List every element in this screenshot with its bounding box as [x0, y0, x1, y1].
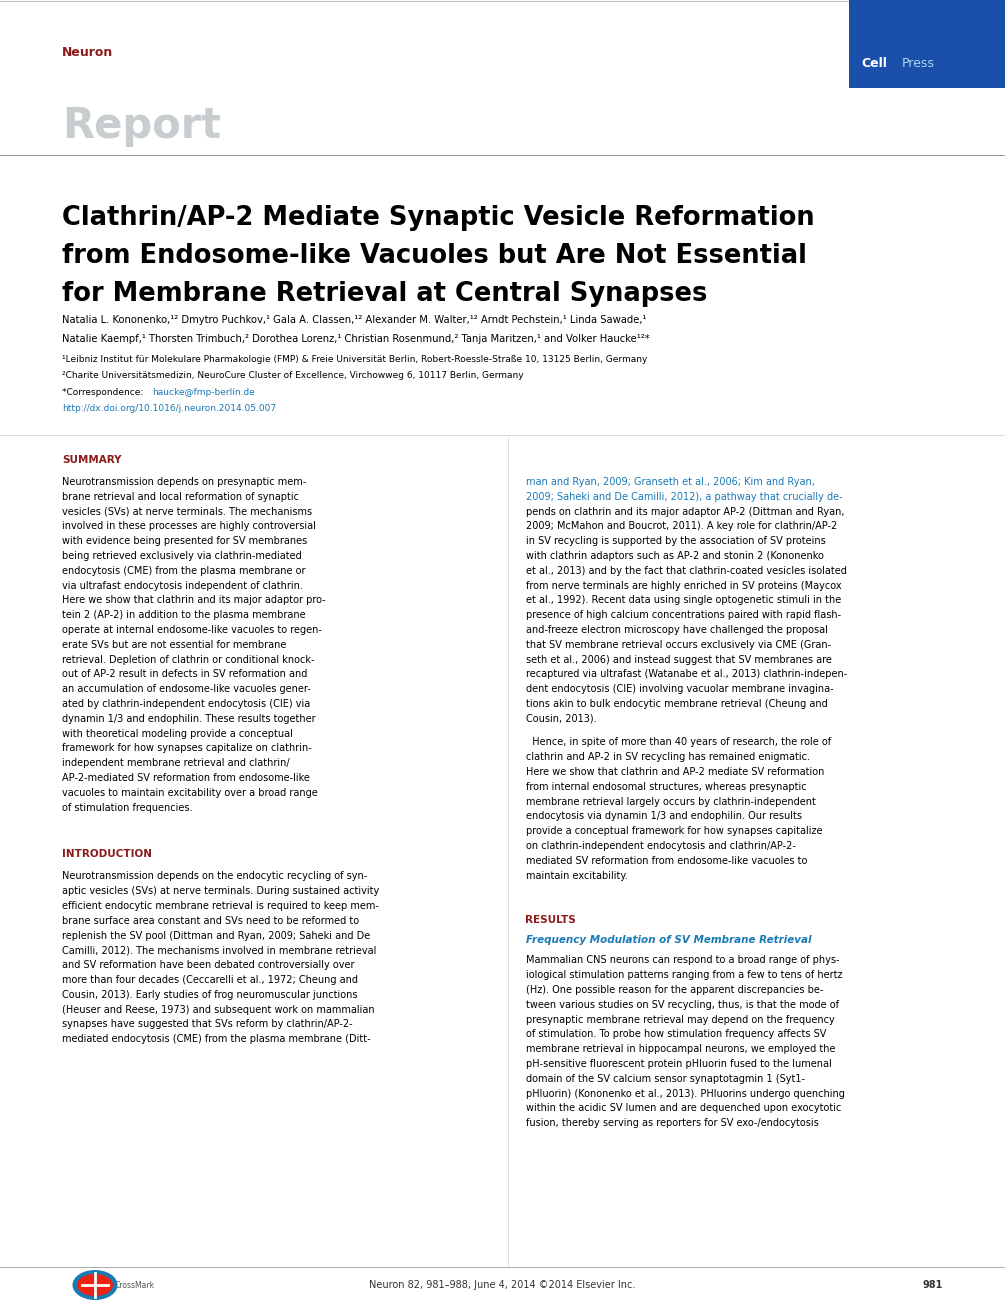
Text: via ultrafast endocytosis independent of clathrin.: via ultrafast endocytosis independent of… [62, 581, 303, 591]
Text: Cousin, 2013). Early studies of frog neuromuscular junctions: Cousin, 2013). Early studies of frog neu… [62, 989, 358, 1000]
Text: aptic vesicles (SVs) at nerve terminals. During sustained activity: aptic vesicles (SVs) at nerve terminals.… [62, 886, 379, 897]
Text: mediated endocytosis (CME) from the plasma membrane (Ditt-: mediated endocytosis (CME) from the plas… [62, 1034, 371, 1044]
Text: endocytosis via dynamin 1/3 and endophilin. Our results: endocytosis via dynamin 1/3 and endophil… [526, 812, 802, 821]
Text: and SV reformation have been debated controversially over: and SV reformation have been debated con… [62, 960, 355, 970]
Text: Neuron 82, 981–988, June 4, 2014 ©2014 Elsevier Inc.: Neuron 82, 981–988, June 4, 2014 ©2014 E… [369, 1280, 636, 1291]
Text: an accumulation of endosome-like vacuoles gener-: an accumulation of endosome-like vacuole… [62, 684, 311, 694]
Text: ²Charite Universitätsmedizin, NeuroCure Cluster of Excellence, Virchowweg 6, 101: ²Charite Universitätsmedizin, NeuroCure … [62, 371, 524, 380]
Text: Cell: Cell [861, 57, 886, 70]
Text: on clathrin-independent endocytosis and clathrin/AP-2-: on clathrin-independent endocytosis and … [526, 842, 795, 851]
Text: of stimulation frequencies.: of stimulation frequencies. [62, 803, 193, 813]
Text: vacuoles to maintain excitability over a broad range: vacuoles to maintain excitability over a… [62, 788, 318, 797]
Text: seth et al., 2006) and instead suggest that SV membranes are: seth et al., 2006) and instead suggest t… [526, 655, 831, 664]
Text: presence of high calcium concentrations paired with rapid flash-: presence of high calcium concentrations … [526, 611, 840, 620]
Text: Frequency Modulation of SV Membrane Retrieval: Frequency Modulation of SV Membrane Retr… [526, 936, 811, 946]
Ellipse shape [72, 1270, 118, 1300]
Text: pHluorin) (Kononenko et al., 2013). PHluorins undergo quenching: pHluorin) (Kononenko et al., 2013). PHlu… [526, 1088, 844, 1099]
Text: iological stimulation patterns ranging from a few to tens of hertz: iological stimulation patterns ranging f… [526, 971, 842, 980]
Text: with evidence being presented for SV membranes: with evidence being presented for SV mem… [62, 536, 308, 547]
Text: Hence, in spite of more than 40 years of research, the role of: Hence, in spite of more than 40 years of… [526, 737, 830, 748]
Text: vesicles (SVs) at nerve terminals. The mechanisms: vesicles (SVs) at nerve terminals. The m… [62, 506, 313, 517]
Text: presynaptic membrane retrieval may depend on the frequency: presynaptic membrane retrieval may depen… [526, 1015, 834, 1024]
Text: ated by clathrin-independent endocytosis (CIE) via: ated by clathrin-independent endocytosis… [62, 699, 311, 709]
Text: from internal endosomal structures, whereas presynaptic: from internal endosomal structures, wher… [526, 782, 806, 792]
Text: 981: 981 [923, 1280, 943, 1291]
Text: endocytosis (CME) from the plasma membrane or: endocytosis (CME) from the plasma membra… [62, 566, 306, 576]
Text: brane retrieval and local reformation of synaptic: brane retrieval and local reformation of… [62, 492, 299, 502]
Text: independent membrane retrieval and clathrin/: independent membrane retrieval and clath… [62, 758, 289, 769]
Text: brane surface area constant and SVs need to be reformed to: brane surface area constant and SVs need… [62, 916, 359, 925]
Text: domain of the SV calcium sensor synaptotagmin 1 (Syt1-: domain of the SV calcium sensor synaptot… [526, 1074, 804, 1084]
Ellipse shape [77, 1274, 113, 1296]
Text: involved in these processes are highly controversial: involved in these processes are highly c… [62, 522, 316, 531]
Bar [849, 0, 1005, 87]
Text: tions akin to bulk endocytic membrane retrieval (Cheung and: tions akin to bulk endocytic membrane re… [526, 699, 827, 709]
Text: that SV membrane retrieval occurs exclusively via CME (Gran-: that SV membrane retrieval occurs exclus… [526, 639, 830, 650]
Text: with theoretical modeling provide a conceptual: with theoretical modeling provide a conc… [62, 728, 292, 739]
Text: 2009; McMahon and Boucrot, 2011). A key role for clathrin/AP-2: 2009; McMahon and Boucrot, 2011). A key … [526, 522, 837, 531]
Text: out of AP-2 result in defects in SV reformation and: out of AP-2 result in defects in SV refo… [62, 669, 308, 680]
Text: Neuron: Neuron [62, 46, 114, 59]
Text: with clathrin adaptors such as AP-2 and stonin 2 (Kononenko: with clathrin adaptors such as AP-2 and … [526, 551, 823, 561]
Text: membrane retrieval in hippocampal neurons, we employed the: membrane retrieval in hippocampal neuron… [526, 1044, 835, 1054]
Text: (Heuser and Reese, 1973) and subsequent work on mammalian: (Heuser and Reese, 1973) and subsequent … [62, 1005, 375, 1014]
Text: haucke@fmp-berlin.de: haucke@fmp-berlin.de [152, 388, 255, 397]
Text: within the acidic SV lumen and are dequenched upon exocytotic: within the acidic SV lumen and are deque… [526, 1104, 841, 1113]
Text: from nerve terminals are highly enriched in SV proteins (Maycox: from nerve terminals are highly enriched… [526, 581, 841, 591]
Text: synapses have suggested that SVs reform by clathrin/AP-2-: synapses have suggested that SVs reform … [62, 1019, 353, 1030]
Text: Here we show that clathrin and its major adaptor pro-: Here we show that clathrin and its major… [62, 595, 326, 606]
Text: tein 2 (AP-2) in addition to the plasma membrane: tein 2 (AP-2) in addition to the plasma … [62, 611, 306, 620]
Text: maintain excitability.: maintain excitability. [526, 870, 627, 881]
Text: CrossMark: CrossMark [115, 1280, 155, 1289]
Text: http://dx.doi.org/10.1016/j.neuron.2014.05.007: http://dx.doi.org/10.1016/j.neuron.2014.… [62, 405, 276, 412]
Text: Neurotransmission depends on the endocytic recycling of syn-: Neurotransmission depends on the endocyt… [62, 872, 367, 881]
Text: mediated SV reformation from endosome-like vacuoles to: mediated SV reformation from endosome-li… [526, 856, 807, 867]
Text: INTRODUCTION: INTRODUCTION [62, 850, 152, 860]
Text: provide a conceptual framework for how synapses capitalize: provide a conceptual framework for how s… [526, 826, 822, 837]
Text: pends on clathrin and its major adaptor AP-2 (Dittman and Ryan,: pends on clathrin and its major adaptor … [526, 506, 844, 517]
Text: Camilli, 2012). The mechanisms involved in membrane retrieval: Camilli, 2012). The mechanisms involved … [62, 945, 377, 955]
Text: operate at internal endosome-like vacuoles to regen-: operate at internal endosome-like vacuol… [62, 625, 322, 636]
Text: (Hz). One possible reason for the apparent discrepancies be-: (Hz). One possible reason for the appare… [526, 985, 823, 996]
Text: membrane retrieval largely occurs by clathrin-independent: membrane retrieval largely occurs by cla… [526, 796, 815, 806]
Text: ¹Leibniz Institut für Molekulare Pharmakologie (FMP) & Freie Universität Berlin,: ¹Leibniz Institut für Molekulare Pharmak… [62, 355, 647, 364]
Text: Mammalian CNS neurons can respond to a broad range of phys-: Mammalian CNS neurons can respond to a b… [526, 955, 839, 966]
Text: AP-2-mediated SV reformation from endosome-like: AP-2-mediated SV reformation from endoso… [62, 773, 310, 783]
Text: retrieval. Depletion of clathrin or conditional knock-: retrieval. Depletion of clathrin or cond… [62, 655, 315, 664]
Text: Neurotransmission depends on presynaptic mem-: Neurotransmission depends on presynaptic… [62, 478, 307, 487]
Text: man and Ryan, 2009; Granseth et al., 2006; Kim and Ryan,: man and Ryan, 2009; Granseth et al., 200… [526, 478, 814, 487]
Text: Cousin, 2013).: Cousin, 2013). [526, 714, 596, 724]
Text: from Endosome-like Vacuoles but Are Not Essential: from Endosome-like Vacuoles but Are Not … [62, 243, 807, 269]
Text: Report: Report [62, 104, 221, 147]
Text: efficient endocytic membrane retrieval is required to keep mem-: efficient endocytic membrane retrieval i… [62, 900, 379, 911]
Text: Natalia L. Kononenko,¹² Dmytro Puchkov,¹ Gala A. Classen,¹² Alexander M. Walter,: Natalia L. Kononenko,¹² Dmytro Puchkov,¹… [62, 315, 646, 325]
Text: replenish the SV pool (Dittman and Ryan, 2009; Saheki and De: replenish the SV pool (Dittman and Ryan,… [62, 930, 370, 941]
Text: more than four decades (Ceccarelli et al., 1972; Cheung and: more than four decades (Ceccarelli et al… [62, 975, 358, 985]
Text: clathrin and AP-2 in SV recycling has remained enigmatic.: clathrin and AP-2 in SV recycling has re… [526, 752, 809, 762]
Text: being retrieved exclusively via clathrin-mediated: being retrieved exclusively via clathrin… [62, 551, 302, 561]
Text: *Correspondence:: *Correspondence: [62, 388, 146, 397]
Text: framework for how synapses capitalize on clathrin-: framework for how synapses capitalize on… [62, 744, 312, 753]
Text: Press: Press [902, 57, 935, 70]
Text: pH-sensitive fluorescent protein pHluorin fused to the lumenal: pH-sensitive fluorescent protein pHluori… [526, 1060, 831, 1069]
Text: for Membrane Retrieval at Central Synapses: for Membrane Retrieval at Central Synaps… [62, 281, 708, 307]
Text: and-freeze electron microscopy have challenged the proposal: and-freeze electron microscopy have chal… [526, 625, 827, 636]
Text: RESULTS: RESULTS [526, 916, 576, 925]
Text: dent endocytosis (CIE) involving vacuolar membrane invagina-: dent endocytosis (CIE) involving vacuola… [526, 684, 833, 694]
Text: et al., 2013) and by the fact that clathrin-coated vesicles isolated: et al., 2013) and by the fact that clath… [526, 566, 846, 576]
Text: Clathrin/AP-2 Mediate Synaptic Vesicle Reformation: Clathrin/AP-2 Mediate Synaptic Vesicle R… [62, 205, 815, 231]
Text: dynamin 1/3 and endophilin. These results together: dynamin 1/3 and endophilin. These result… [62, 714, 316, 724]
Text: Natalie Kaempf,¹ Thorsten Trimbuch,² Dorothea Lorenz,¹ Christian Rosenmund,² Tan: Natalie Kaempf,¹ Thorsten Trimbuch,² Dor… [62, 334, 650, 345]
Text: recaptured via ultrafast (Watanabe et al., 2013) clathrin-indepen-: recaptured via ultrafast (Watanabe et al… [526, 669, 847, 680]
Text: in SV recycling is supported by the association of SV proteins: in SV recycling is supported by the asso… [526, 536, 825, 547]
Text: Here we show that clathrin and AP-2 mediate SV reformation: Here we show that clathrin and AP-2 medi… [526, 767, 824, 776]
Text: of stimulation. To probe how stimulation frequency affects SV: of stimulation. To probe how stimulation… [526, 1030, 826, 1040]
Text: erate SVs but are not essential for membrane: erate SVs but are not essential for memb… [62, 639, 286, 650]
Text: tween various studies on SV recycling, thus, is that the mode of: tween various studies on SV recycling, t… [526, 1000, 838, 1010]
Text: SUMMARY: SUMMARY [62, 455, 122, 465]
Text: 2009; Saheki and De Camilli, 2012), a pathway that crucially de-: 2009; Saheki and De Camilli, 2012), a pa… [526, 492, 842, 502]
Text: fusion, thereby serving as reporters for SV exo-/endocytosis: fusion, thereby serving as reporters for… [526, 1118, 818, 1129]
Text: et al., 1992). Recent data using single optogenetic stimuli in the: et al., 1992). Recent data using single … [526, 595, 841, 606]
